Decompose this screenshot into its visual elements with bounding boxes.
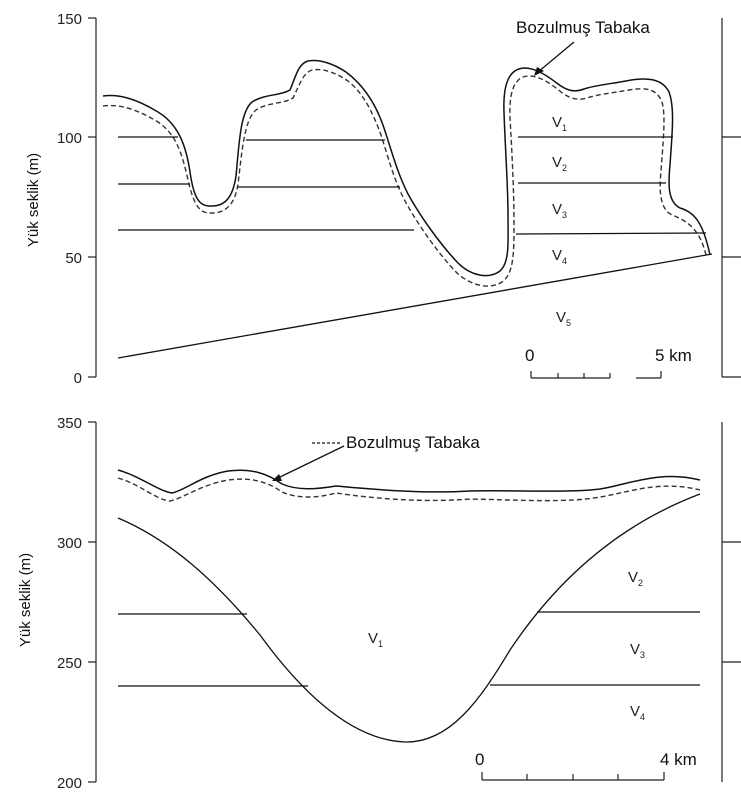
bottom-y-tick-label: 300 xyxy=(57,535,82,552)
top-scale-end: 5 km xyxy=(655,346,692,365)
top-ground-surface xyxy=(102,59,711,277)
top-bedrock-line xyxy=(117,253,713,359)
bottom-zone-label: V2 xyxy=(628,569,643,588)
bottom-annotation-arrowhead xyxy=(272,474,282,481)
bottom-annotation-pointer xyxy=(277,445,345,479)
top-layer-line xyxy=(515,232,707,235)
top-y-tick-label: 100 xyxy=(57,130,82,147)
bottom-ground-surface xyxy=(117,469,701,494)
top-weathered-layer-line xyxy=(102,68,707,287)
top-zone-label: V3 xyxy=(552,201,567,220)
top-panel: 150 100 50 0 Yük seklik (m) V1 V2 V3 V4 … xyxy=(25,11,741,387)
top-scale-bar xyxy=(530,371,662,379)
bottom-scale-end: 4 km xyxy=(660,750,697,769)
top-weathered-layer-annotation: Bozulmuş Tabaka xyxy=(516,18,650,37)
bottom-scale-bar xyxy=(481,772,665,781)
bottom-weathered-layer-line xyxy=(117,477,701,502)
bottom-zone-label: V3 xyxy=(630,641,645,660)
bottom-zone-label: V4 xyxy=(630,703,645,722)
bottom-y-tick-label: 200 xyxy=(57,775,82,792)
bottom-y-axis-label: Yük seklik (m) xyxy=(17,553,34,647)
bottom-y-tick-label: 350 xyxy=(57,415,82,432)
top-annotation-arrowhead xyxy=(534,67,544,76)
top-zone-label: V1 xyxy=(552,114,567,133)
top-y-tick-label: 150 xyxy=(57,11,82,28)
top-zone-label: V2 xyxy=(552,154,567,173)
bottom-scale-start: 0 xyxy=(475,750,484,769)
top-y-tick-label: 50 xyxy=(65,250,82,267)
top-y-tick-label: 0 xyxy=(74,370,82,387)
bottom-panel: 350 300 250 200 Yük seklik (m) V1 V2 V3 … xyxy=(17,415,741,792)
bottom-bedrock-valley xyxy=(117,493,701,743)
bottom-y-tick-label: 250 xyxy=(57,655,82,672)
top-scale-start: 0 xyxy=(525,346,534,365)
bottom-weathered-layer-annotation: Bozulmuş Tabaka xyxy=(346,433,480,452)
bottom-zone-label: V1 xyxy=(368,630,383,649)
top-zone-label: V5 xyxy=(556,309,571,328)
top-y-axis-label: Yük seklik (m) xyxy=(25,153,42,247)
top-zone-label: V4 xyxy=(552,247,567,266)
top-annotation-pointer xyxy=(537,41,575,73)
